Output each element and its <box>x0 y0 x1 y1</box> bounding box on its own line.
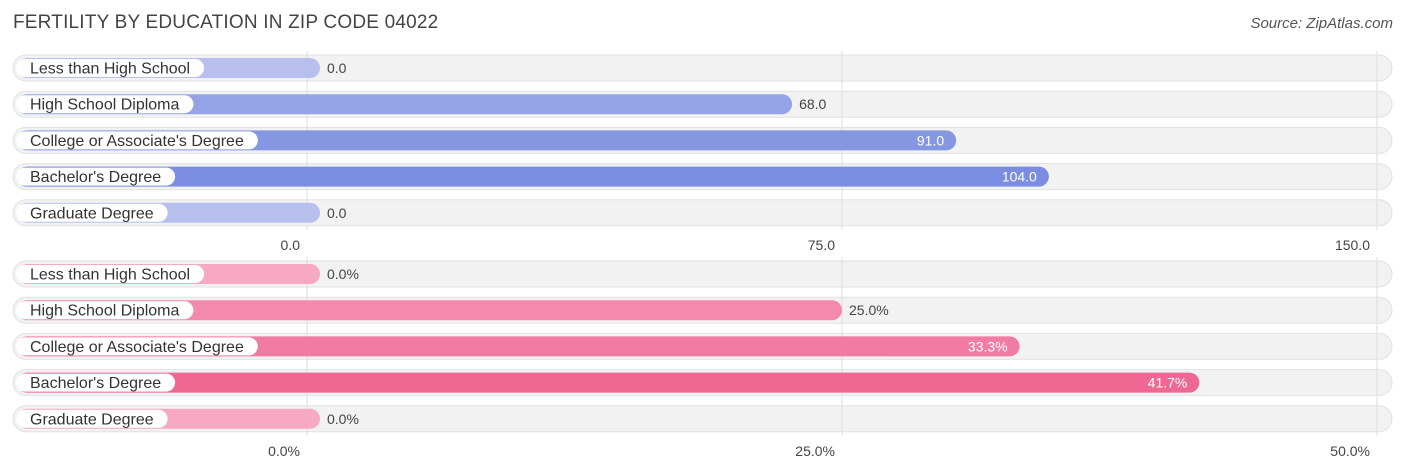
tick-label: 25.0% <box>795 443 835 459</box>
source-label: Source: ZipAtlas.com <box>1250 15 1393 32</box>
tick-label: 0.0 <box>281 237 301 253</box>
tick-label: 0.0% <box>268 443 300 459</box>
category-label-pill <box>16 409 168 428</box>
category-label-pill <box>16 265 205 283</box>
bar <box>17 94 793 115</box>
value-label: 68.0 <box>799 96 826 112</box>
value-label: 91.0 <box>917 132 944 148</box>
category-label-pill <box>16 337 258 356</box>
category-label: Less than High School <box>30 267 190 284</box>
bar <box>17 166 1049 187</box>
row-track <box>12 405 1393 433</box>
category-label-pill <box>16 59 205 77</box>
row-track <box>12 199 1393 227</box>
category-label: Less than High School <box>30 61 190 78</box>
row-track <box>12 54 1393 82</box>
category-label: High School Diploma <box>30 303 180 320</box>
value-label: 0.0 <box>327 60 347 76</box>
value-label: 0.0 <box>327 205 347 221</box>
category-label: Bachelor's Degree <box>30 375 161 392</box>
value-label: 41.7% <box>1148 375 1188 391</box>
bar <box>17 300 842 321</box>
category-label-pill <box>16 301 194 320</box>
tick-label: 50.0% <box>1330 443 1370 459</box>
category-label: Graduate Degree <box>30 411 154 428</box>
row-track <box>12 260 1393 288</box>
category-label: High School Diploma <box>30 97 180 114</box>
tick-label: 150.0 <box>1335 237 1370 253</box>
value-label: 0.0% <box>327 266 359 282</box>
value-label: 0.0% <box>327 411 359 427</box>
bar <box>17 336 1020 357</box>
bar <box>17 372 1200 393</box>
value-label: 33.3% <box>968 338 1008 354</box>
category-label-pill <box>16 95 194 114</box>
category-label: Graduate Degree <box>30 205 154 222</box>
category-label: College or Associate's Degree <box>30 133 244 150</box>
chart-title: FERTILITY BY EDUCATION IN ZIP CODE 04022 <box>13 12 439 33</box>
category-label-pill <box>16 167 176 186</box>
category-label: Bachelor's Degree <box>30 169 161 186</box>
category-label-pill <box>16 131 258 150</box>
category-label-pill <box>16 203 168 222</box>
value-label: 104.0 <box>1002 169 1037 185</box>
category-label: College or Associate's Degree <box>30 339 244 356</box>
tick-label: 75.0 <box>808 237 835 253</box>
category-label-pill <box>16 373 176 392</box>
value-label: 25.0% <box>849 302 889 318</box>
